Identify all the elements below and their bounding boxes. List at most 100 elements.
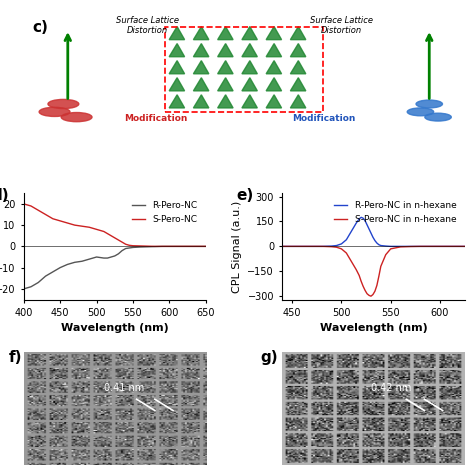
R-Pero-NC in n-hexane	[457, 244, 463, 249]
S-Pero-NC in n-hexane	[344, 250, 349, 256]
R-Pero-NC in n-hexane	[338, 241, 344, 247]
R-Pero-NC in n-hexane	[299, 244, 305, 249]
Polygon shape	[169, 27, 184, 40]
R-Pero-NC	[123, 246, 128, 251]
Polygon shape	[291, 61, 306, 74]
S-Pero-NC	[123, 241, 128, 247]
Polygon shape	[291, 44, 306, 57]
Text: c): c)	[33, 20, 48, 35]
S-Pero-NC	[43, 212, 48, 218]
Circle shape	[48, 100, 79, 109]
Polygon shape	[193, 27, 209, 40]
X-axis label: Wavelength (nm): Wavelength (nm)	[61, 323, 169, 333]
S-Pero-NC in n-hexane	[280, 244, 285, 249]
Polygon shape	[193, 44, 209, 57]
R-Pero-NC in n-hexane	[427, 244, 433, 249]
S-Pero-NC in n-hexane	[383, 252, 389, 257]
R-Pero-NC	[196, 244, 201, 249]
R-Pero-NC	[64, 262, 70, 267]
S-Pero-NC in n-hexane	[370, 292, 376, 297]
S-Pero-NC in n-hexane	[366, 292, 372, 298]
Line: R-Pero-NC in n-hexane: R-Pero-NC in n-hexane	[283, 217, 465, 246]
Circle shape	[407, 108, 434, 116]
S-Pero-NC in n-hexane	[398, 244, 403, 250]
R-Pero-NC in n-hexane	[329, 243, 335, 249]
Polygon shape	[242, 27, 257, 40]
S-Pero-NC in n-hexane	[319, 244, 325, 249]
Polygon shape	[291, 95, 306, 108]
S-Pero-NC	[72, 222, 78, 228]
R-Pero-NC	[72, 259, 78, 265]
Polygon shape	[242, 44, 257, 57]
R-Pero-NC	[36, 280, 41, 285]
S-Pero-NC in n-hexane	[388, 246, 393, 252]
R-Pero-NC in n-hexane	[366, 226, 372, 232]
Polygon shape	[291, 78, 306, 91]
S-Pero-NC	[105, 231, 110, 237]
S-Pero-NC in n-hexane	[378, 264, 383, 269]
R-Pero-NC in n-hexane	[370, 235, 376, 240]
R-Pero-NC	[50, 269, 55, 275]
Circle shape	[39, 107, 70, 117]
S-Pero-NC	[64, 220, 70, 226]
R-Pero-NC	[108, 254, 114, 260]
S-Pero-NC in n-hexane	[338, 246, 344, 252]
S-Pero-NC in n-hexane	[362, 288, 368, 293]
R-Pero-NC	[152, 244, 158, 249]
S-Pero-NC	[28, 203, 34, 209]
S-Pero-NC	[79, 223, 85, 229]
S-Pero-NC in n-hexane	[353, 267, 359, 273]
Line: S-Pero-NC: S-Pero-NC	[24, 204, 206, 246]
R-Pero-NC	[43, 273, 48, 279]
R-Pero-NC	[166, 244, 172, 249]
S-Pero-NC in n-hexane	[348, 258, 354, 264]
R-Pero-NC in n-hexane	[334, 243, 339, 248]
Polygon shape	[242, 95, 257, 108]
S-Pero-NC	[50, 216, 55, 221]
R-Pero-NC	[101, 255, 107, 261]
Text: g): g)	[261, 350, 278, 365]
R-Pero-NC	[159, 244, 165, 249]
Circle shape	[425, 113, 451, 121]
S-Pero-NC	[145, 243, 150, 249]
Polygon shape	[218, 61, 233, 74]
R-Pero-NC in n-hexane	[360, 215, 366, 221]
Polygon shape	[169, 95, 184, 108]
S-Pero-NC	[108, 233, 114, 238]
S-Pero-NC in n-hexane	[368, 293, 374, 299]
Polygon shape	[169, 44, 184, 57]
Circle shape	[61, 112, 92, 122]
R-Pero-NC in n-hexane	[362, 218, 368, 223]
Circle shape	[416, 100, 443, 108]
R-Pero-NC	[137, 244, 143, 250]
S-Pero-NC	[203, 244, 209, 249]
Polygon shape	[218, 44, 233, 57]
R-Pero-NC in n-hexane	[437, 244, 443, 249]
R-Pero-NC in n-hexane	[383, 243, 389, 249]
Polygon shape	[266, 27, 282, 40]
Polygon shape	[193, 95, 209, 108]
S-Pero-NC	[159, 244, 165, 249]
S-Pero-NC	[116, 237, 121, 243]
R-Pero-NC	[57, 265, 63, 271]
Polygon shape	[266, 44, 282, 57]
S-Pero-NC	[152, 244, 158, 249]
Text: Surface Lattice
Distortion: Surface Lattice Distortion	[310, 16, 373, 36]
R-Pero-NC	[105, 255, 110, 261]
R-Pero-NC	[116, 251, 121, 256]
Text: e): e)	[237, 188, 254, 203]
S-Pero-NC	[137, 243, 143, 249]
Legend: R-Pero-NC, S-Pero-NC: R-Pero-NC, S-Pero-NC	[128, 198, 201, 228]
S-Pero-NC in n-hexane	[462, 244, 467, 249]
R-Pero-NC in n-hexane	[408, 244, 413, 249]
S-Pero-NC	[86, 224, 92, 230]
R-Pero-NC	[181, 244, 187, 249]
S-Pero-NC in n-hexane	[408, 244, 413, 249]
S-Pero-NC in n-hexane	[289, 244, 295, 249]
R-Pero-NC in n-hexane	[447, 244, 453, 249]
S-Pero-NC	[112, 235, 118, 241]
Line: R-Pero-NC: R-Pero-NC	[24, 246, 206, 289]
Polygon shape	[218, 27, 233, 40]
Polygon shape	[218, 78, 233, 91]
S-Pero-NC in n-hexane	[360, 283, 366, 289]
